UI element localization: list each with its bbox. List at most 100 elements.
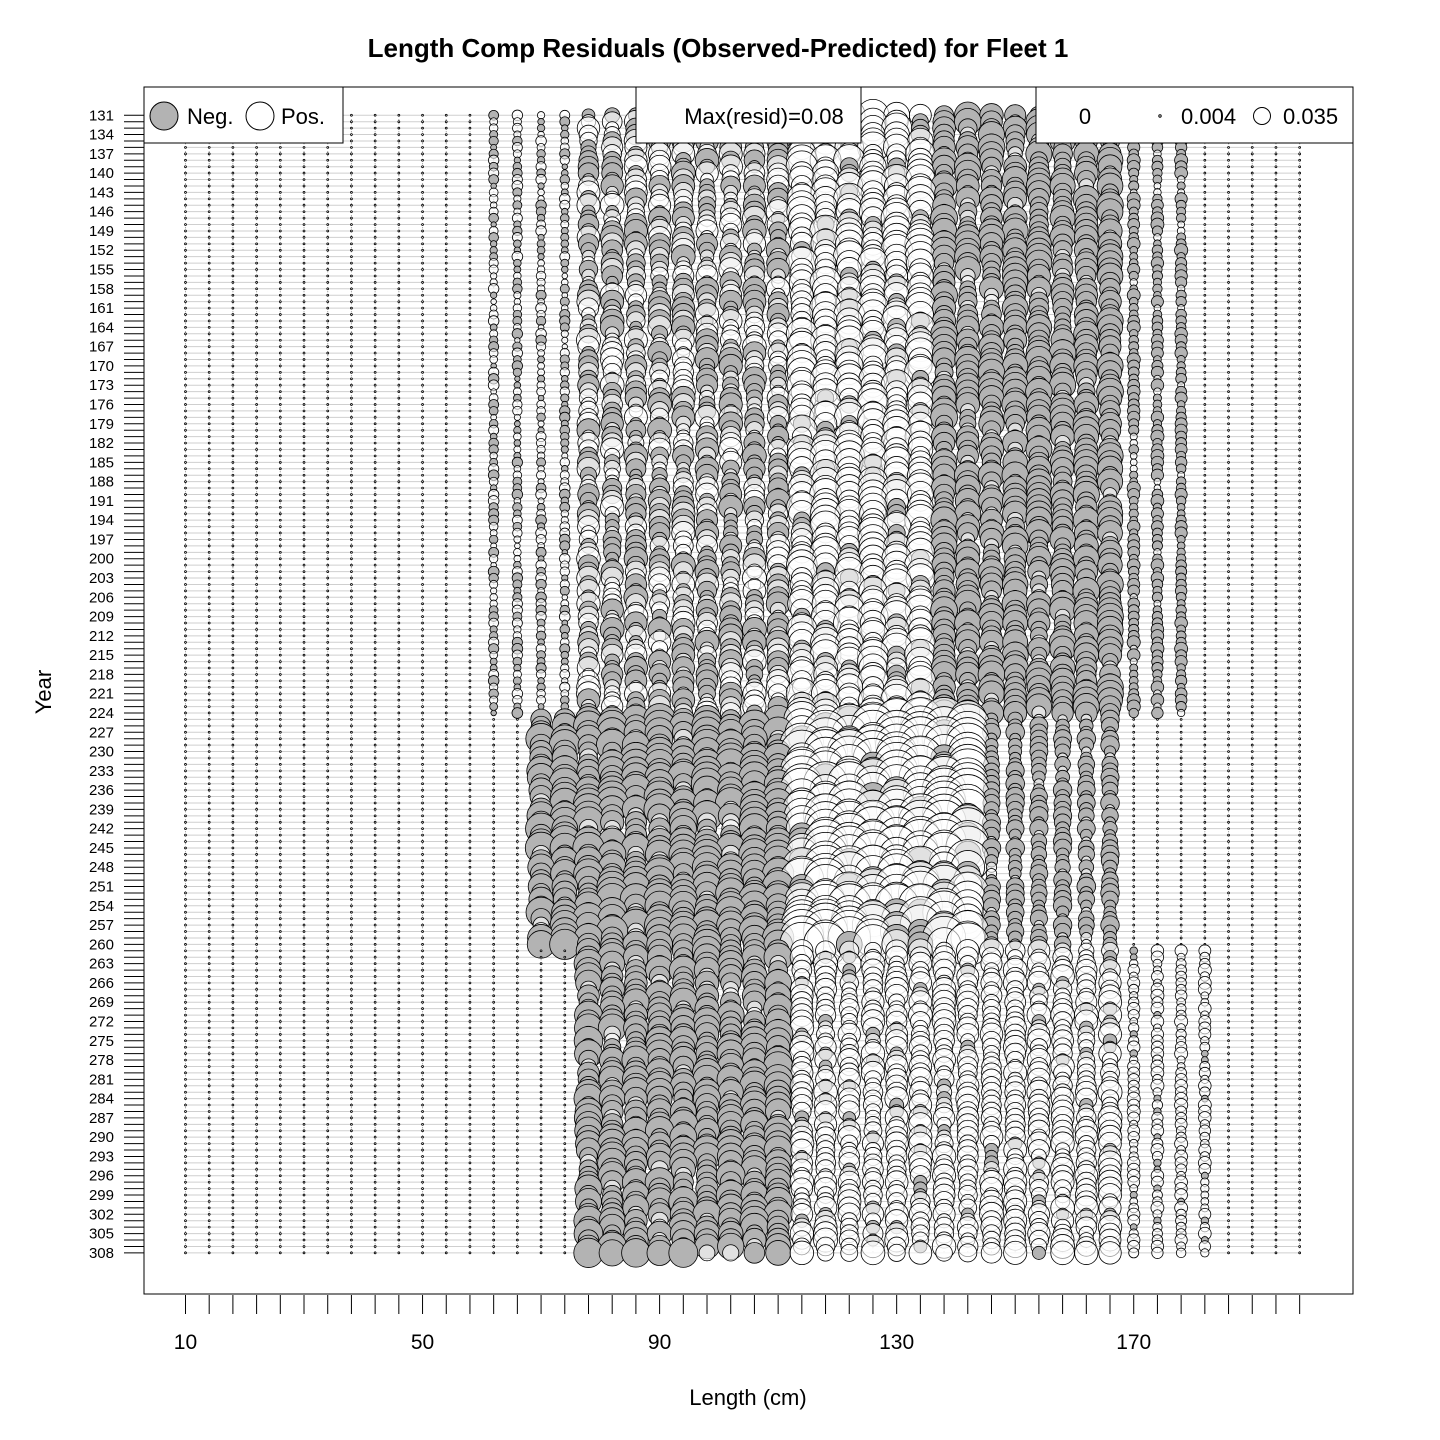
residual-bubble xyxy=(1274,203,1278,207)
residual-bubble xyxy=(397,486,401,490)
residual-bubble xyxy=(1227,165,1230,169)
residual-bubble xyxy=(207,467,211,471)
residual-bubble xyxy=(1227,345,1230,349)
residual-bubble xyxy=(373,550,377,554)
residual-bubble xyxy=(397,615,401,618)
residual-bubble xyxy=(1274,666,1278,670)
residual-bubble xyxy=(444,705,448,708)
residual-bubble xyxy=(373,126,377,130)
residual-bubble xyxy=(350,338,353,342)
residual-bubble xyxy=(373,274,377,278)
residual-bubble xyxy=(444,685,448,689)
residual-bubble xyxy=(421,589,424,593)
residual-bubble xyxy=(1203,293,1207,297)
residual-bubble xyxy=(468,133,472,136)
residual-bubble xyxy=(1250,473,1254,477)
residual-bubble xyxy=(373,493,377,496)
residual-bubble xyxy=(1179,730,1183,734)
residual-bubble xyxy=(561,272,568,280)
residual-bubble xyxy=(373,595,377,599)
residual-bubble xyxy=(302,216,306,220)
residual-bubble xyxy=(421,486,424,490)
residual-bubble xyxy=(1227,486,1230,490)
residual-bubble xyxy=(278,268,282,271)
residual-bubble xyxy=(421,255,424,259)
residual-bubble xyxy=(397,448,401,451)
residual-bubble xyxy=(278,178,282,181)
residual-bubble xyxy=(1274,409,1278,413)
residual-bubble xyxy=(1227,473,1230,477)
residual-bubble xyxy=(397,563,401,567)
residual-bubble xyxy=(231,216,235,220)
residual-bubble xyxy=(326,640,330,644)
residual-bubble xyxy=(302,743,306,747)
residual-bubble xyxy=(421,640,424,644)
residual-bubble xyxy=(231,705,235,708)
residual-bubble xyxy=(421,595,424,599)
residual-bubble xyxy=(1227,454,1230,458)
residual-bubble xyxy=(1298,538,1302,541)
residual-bubble xyxy=(326,255,330,259)
residual-bubble xyxy=(444,223,448,226)
residual-bubble xyxy=(1203,698,1207,702)
residual-bubble xyxy=(278,242,282,246)
residual-bubble xyxy=(1274,178,1278,181)
residual-bubble xyxy=(350,563,353,567)
residual-bubble xyxy=(278,390,282,393)
residual-bubble xyxy=(1274,287,1278,291)
residual-bubble xyxy=(514,420,521,428)
residual-bubble xyxy=(350,589,353,593)
residual-bubble xyxy=(184,673,187,676)
residual-bubble xyxy=(468,493,472,496)
residual-bubble xyxy=(302,428,306,432)
residual-bubble xyxy=(207,248,211,252)
residual-bubble xyxy=(468,416,472,419)
residual-bubble xyxy=(1227,146,1230,149)
residual-bubble xyxy=(1274,229,1278,233)
residual-bubble xyxy=(444,255,448,259)
residual-bubble xyxy=(468,595,472,599)
residual-bubble xyxy=(207,640,211,644)
residual-bubble xyxy=(421,428,424,432)
residual-bubble xyxy=(326,197,330,201)
residual-bubble xyxy=(468,383,472,387)
residual-bubble xyxy=(350,441,353,445)
residual-bubble xyxy=(326,287,330,291)
residual-bubble xyxy=(255,737,258,741)
residual-bubble xyxy=(1250,518,1254,522)
residual-bubble xyxy=(184,679,187,683)
residual-bubble xyxy=(397,338,401,342)
residual-bubble xyxy=(278,287,282,291)
residual-bubble xyxy=(350,473,353,477)
residual-bubble xyxy=(302,750,306,753)
residual-bubble xyxy=(1227,538,1230,541)
residual-bubble xyxy=(350,544,353,548)
residual-bubble xyxy=(1250,531,1254,535)
residual-bubble xyxy=(184,724,187,728)
residual-bubble xyxy=(1250,313,1254,316)
residual-bubble xyxy=(255,319,258,323)
residual-bubble xyxy=(1274,319,1278,323)
residual-bubble xyxy=(1298,268,1302,271)
residual-bubble xyxy=(207,518,211,522)
residual-bubble xyxy=(231,146,235,149)
residual-bubble xyxy=(326,383,330,387)
residual-bubble xyxy=(302,236,306,239)
residual-bubble xyxy=(1298,146,1302,149)
residual-bubble xyxy=(1298,705,1302,708)
residual-bubble xyxy=(468,184,472,188)
residual-bubble xyxy=(1250,460,1254,464)
residual-bubble xyxy=(1298,660,1302,663)
residual-bubble xyxy=(231,351,235,355)
residual-bubble xyxy=(1227,467,1230,471)
residual-bubble xyxy=(326,191,330,194)
residual-bubble xyxy=(1203,634,1207,638)
residual-bubble xyxy=(1250,615,1254,618)
residual-bubble xyxy=(350,146,353,149)
residual-bubble xyxy=(1298,634,1302,638)
residual-bubble xyxy=(1298,621,1302,625)
residual-bubble xyxy=(1250,178,1254,181)
residual-bubble xyxy=(1250,332,1254,336)
residual-bubble xyxy=(468,158,472,162)
residual-bubble xyxy=(444,563,448,567)
